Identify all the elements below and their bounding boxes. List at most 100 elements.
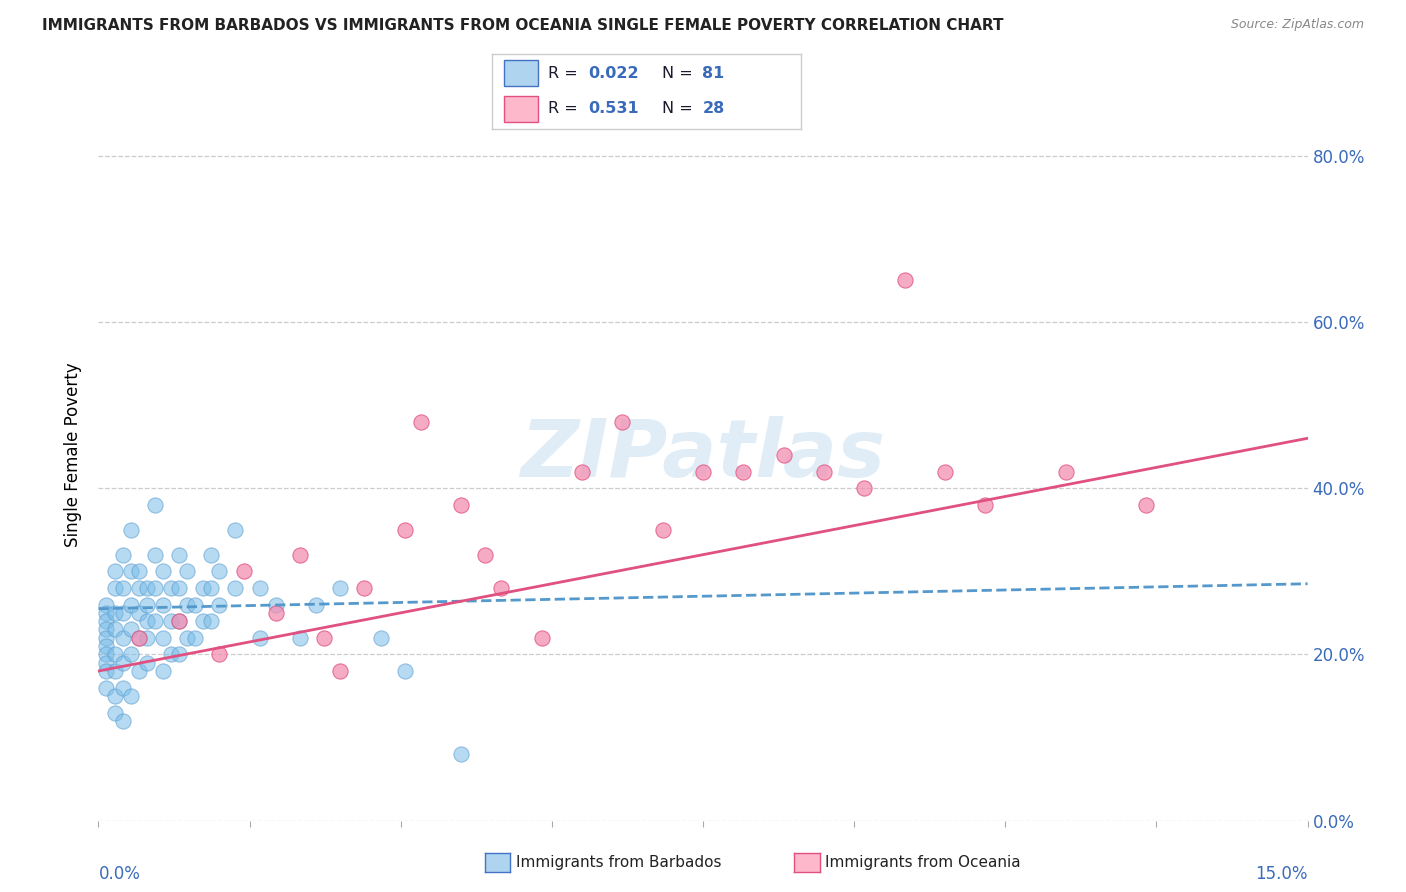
Point bbox=[200, 548, 222, 562]
Point bbox=[224, 523, 246, 537]
Point bbox=[353, 581, 375, 595]
Text: N =: N = bbox=[662, 101, 699, 116]
Point bbox=[329, 581, 352, 595]
Point bbox=[96, 631, 118, 645]
Point bbox=[893, 273, 915, 287]
Point bbox=[135, 598, 157, 612]
Text: Immigrants from Oceania: Immigrants from Oceania bbox=[825, 855, 1021, 870]
Point bbox=[1135, 498, 1157, 512]
Point bbox=[135, 656, 157, 670]
Text: Source: ZipAtlas.com: Source: ZipAtlas.com bbox=[1230, 18, 1364, 31]
Point bbox=[530, 631, 553, 645]
Point bbox=[111, 681, 134, 695]
Point bbox=[733, 465, 755, 479]
Point bbox=[96, 614, 118, 628]
Point bbox=[200, 581, 222, 595]
Text: 0.0%: 0.0% bbox=[98, 864, 141, 882]
Point bbox=[329, 664, 352, 678]
Point bbox=[120, 523, 142, 537]
Point bbox=[160, 648, 183, 662]
Point bbox=[167, 648, 190, 662]
Point bbox=[813, 465, 835, 479]
Point bbox=[111, 656, 134, 670]
FancyBboxPatch shape bbox=[505, 61, 538, 87]
Point bbox=[96, 664, 118, 678]
Point bbox=[651, 523, 673, 537]
Point bbox=[143, 498, 166, 512]
Point bbox=[612, 415, 634, 429]
Point bbox=[772, 448, 794, 462]
Point bbox=[288, 548, 311, 562]
Text: 81: 81 bbox=[703, 66, 724, 81]
Point bbox=[232, 564, 254, 578]
Point bbox=[103, 623, 125, 637]
Point bbox=[394, 664, 416, 678]
Point bbox=[167, 614, 190, 628]
Text: 15.0%: 15.0% bbox=[1256, 864, 1308, 882]
Point bbox=[450, 498, 472, 512]
Point bbox=[370, 631, 392, 645]
Point bbox=[264, 606, 287, 620]
Point bbox=[111, 581, 134, 595]
Point bbox=[184, 598, 207, 612]
Point bbox=[692, 465, 714, 479]
Point bbox=[167, 614, 190, 628]
Point bbox=[128, 581, 150, 595]
Point bbox=[264, 598, 287, 612]
Point bbox=[176, 564, 198, 578]
Point bbox=[128, 631, 150, 645]
Point bbox=[111, 631, 134, 645]
Point bbox=[491, 581, 513, 595]
Point bbox=[111, 714, 134, 728]
Point bbox=[474, 548, 496, 562]
Point bbox=[120, 564, 142, 578]
Point bbox=[224, 581, 246, 595]
Point bbox=[208, 598, 231, 612]
FancyBboxPatch shape bbox=[505, 96, 538, 122]
Point bbox=[128, 664, 150, 678]
Point bbox=[135, 581, 157, 595]
Text: 28: 28 bbox=[703, 101, 724, 116]
Point bbox=[96, 648, 118, 662]
Point bbox=[96, 623, 118, 637]
Point bbox=[394, 523, 416, 537]
Point bbox=[193, 614, 215, 628]
Point bbox=[143, 548, 166, 562]
Point bbox=[103, 606, 125, 620]
Point bbox=[208, 564, 231, 578]
Point bbox=[103, 664, 125, 678]
Point bbox=[249, 631, 271, 645]
Point bbox=[167, 581, 190, 595]
Point bbox=[450, 747, 472, 761]
Point bbox=[934, 465, 956, 479]
Point bbox=[167, 548, 190, 562]
Point bbox=[103, 564, 125, 578]
Point bbox=[128, 606, 150, 620]
Point bbox=[160, 614, 183, 628]
Point bbox=[176, 631, 198, 645]
Point bbox=[120, 648, 142, 662]
Point bbox=[1054, 465, 1077, 479]
Y-axis label: Single Female Poverty: Single Female Poverty bbox=[65, 363, 83, 547]
Text: Immigrants from Barbados: Immigrants from Barbados bbox=[516, 855, 721, 870]
Point bbox=[103, 648, 125, 662]
Point bbox=[128, 631, 150, 645]
Point bbox=[152, 598, 174, 612]
Point bbox=[96, 606, 118, 620]
Point bbox=[314, 631, 336, 645]
Point bbox=[143, 581, 166, 595]
Point bbox=[200, 614, 222, 628]
Point bbox=[193, 581, 215, 595]
Point bbox=[160, 581, 183, 595]
Text: IMMIGRANTS FROM BARBADOS VS IMMIGRANTS FROM OCEANIA SINGLE FEMALE POVERTY CORREL: IMMIGRANTS FROM BARBADOS VS IMMIGRANTS F… bbox=[42, 18, 1004, 33]
Text: ZIPatlas: ZIPatlas bbox=[520, 416, 886, 494]
Point bbox=[103, 706, 125, 720]
Point bbox=[249, 581, 271, 595]
Point bbox=[152, 664, 174, 678]
Point bbox=[96, 681, 118, 695]
Point bbox=[176, 598, 198, 612]
Point bbox=[96, 639, 118, 653]
Point bbox=[103, 689, 125, 703]
Point bbox=[152, 564, 174, 578]
Point bbox=[135, 614, 157, 628]
